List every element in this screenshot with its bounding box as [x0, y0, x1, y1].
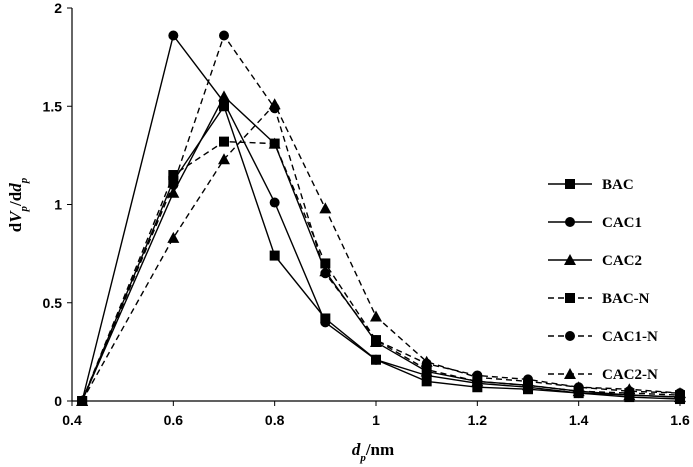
legend-marker-cac2: [564, 254, 576, 265]
legend-label-cac1-n: CAC1-N: [602, 329, 658, 345]
legend-entry-cac2-n: CAC2-N: [548, 367, 658, 383]
data-point-cac1-n: [219, 30, 229, 41]
x-tick-label: 1.2: [468, 412, 488, 428]
data-point-cac2: [167, 186, 180, 198]
y-tick-label: 0: [54, 393, 62, 409]
data-point-cac2-n: [167, 231, 180, 243]
x-tick-label: 1.4: [569, 412, 589, 428]
series-line-bac-n: [81, 140, 681, 402]
series-line-cac1: [81, 33, 681, 402]
series-bac: [77, 101, 685, 406]
data-point-cac1-n: [371, 335, 381, 346]
data-point-cac1-n: [168, 179, 179, 190]
x-tick-label: 0.6: [164, 412, 184, 428]
x-tick-label: 0.8: [265, 412, 285, 428]
data-point-cac2-n: [572, 381, 585, 393]
legend-marker-cac1-n: [565, 331, 575, 341]
data-point-cac2-n: [370, 310, 382, 322]
series-bac-n: [77, 136, 685, 406]
y-tick-label: 1.5: [43, 98, 63, 114]
x-tick-label: 0.4: [62, 412, 82, 428]
data-point-cac1: [371, 354, 381, 365]
legend-label-cac1: CAC1: [602, 215, 642, 231]
data-point-cac1: [320, 317, 331, 328]
data-point-cac2-n: [420, 355, 433, 367]
data-point-cac2: [218, 90, 230, 102]
data-point-bac-n: [269, 138, 280, 149]
series-line-cac2-n: [81, 103, 681, 402]
x-axis-title: dp/nm: [352, 440, 394, 464]
data-point-cac2-n: [522, 375, 534, 387]
legend-label-bac-n: BAC-N: [602, 291, 650, 307]
x-tick-label: 1: [372, 412, 380, 428]
legend-entry-cac2: CAC2: [548, 253, 642, 269]
data-point-cac1: [168, 30, 179, 41]
axes: 0 0.5 1 1.5 2 0.4 0.6 0.8 1 1.2 1.4 1.6: [43, 0, 690, 428]
data-point-cac2-n: [623, 383, 636, 395]
series-cac2-n: [76, 98, 686, 406]
y-tick-label: 0.5: [43, 295, 63, 311]
legend-label-bac: BAC: [602, 177, 634, 193]
legend-label-cac2-n: CAC2-N: [602, 367, 658, 383]
legend-entry-bac: BAC: [548, 177, 634, 193]
data-point-bac-n: [320, 258, 331, 269]
series-cac1-n: [77, 30, 685, 406]
data-point-cac2-n: [76, 395, 89, 406]
data-point-cac1-n: [320, 268, 331, 279]
legend-marker-bac: [565, 179, 575, 189]
data-point-bac-n: [219, 136, 229, 147]
y-tick-label: 1: [54, 197, 62, 213]
data-point-bac: [269, 250, 280, 261]
legend-entry-cac1-n: CAC1-N: [548, 329, 658, 345]
x-tick-label: 1.6: [670, 412, 690, 428]
legend: BAC CAC1 CAC2 BAC-N CAC1-N CAC2-N: [548, 177, 658, 383]
data-point-cac2-n: [268, 98, 281, 110]
data-point-cac2-n: [674, 387, 686, 399]
legend-marker-bac-n: [565, 293, 575, 303]
data-point-cac2-n: [319, 202, 332, 214]
data-point-cac2-n: [471, 371, 484, 383]
legend-entry-bac-n: BAC-N: [548, 291, 650, 307]
y-axis-title: dVp/ddp: [6, 177, 30, 232]
legend-marker-cac1: [565, 217, 575, 227]
series-cac1: [77, 30, 685, 406]
data-point-bac: [421, 376, 432, 387]
data-point-cac2-n: [218, 153, 230, 165]
legend-label-cac2: CAC2: [602, 253, 642, 269]
data-point-bac-n: [421, 364, 432, 375]
legend-entry-cac1: CAC1: [548, 215, 642, 231]
data-point-cac1: [269, 197, 280, 208]
data-point-bac-n: [168, 170, 179, 181]
legend-marker-cac2-n: [564, 368, 576, 379]
series-layer: [76, 30, 686, 406]
series-line-cac2: [81, 95, 681, 402]
y-tick-label: 2: [54, 0, 62, 16]
series-line-bac: [81, 104, 681, 402]
